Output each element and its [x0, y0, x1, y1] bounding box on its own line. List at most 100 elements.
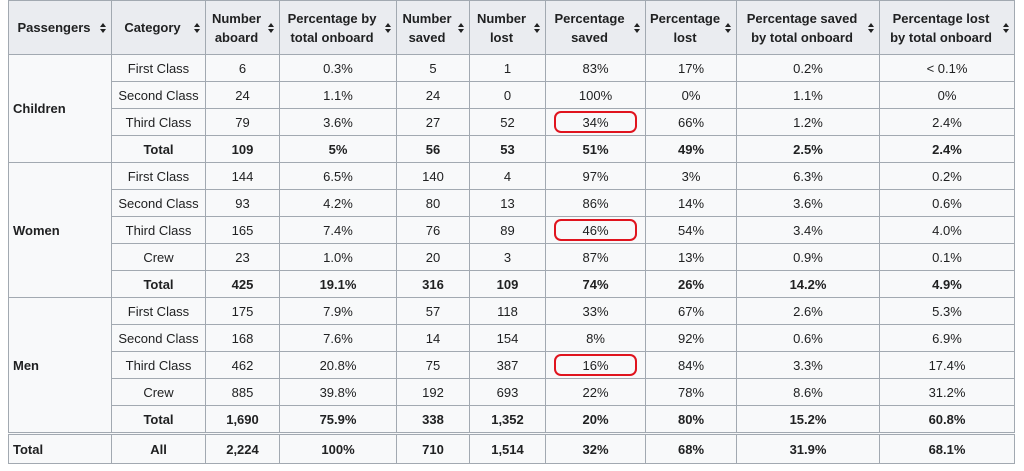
value-cell: 34%: [545, 108, 646, 136]
value-cell: 52: [469, 108, 546, 136]
value-cell: 6.3%: [736, 162, 880, 190]
value-cell: 2.4%: [879, 108, 1015, 136]
value-cell: 154: [469, 324, 546, 352]
table-row: Second Class 168 7.6% 14 154 8% 92% 0.6% 6.9%: [9, 324, 1015, 352]
value-cell: < 0.1%: [879, 54, 1015, 82]
header-row: Passengers Category Number aboard Percentag…: [8, 0, 1015, 55]
table-row: Total 1,690 75.9% 338 1,352 20% 80% 15.2% 60.8%: [9, 405, 1015, 434]
total-label: Total: [8, 432, 112, 464]
sortable-header[interactable]: Percentage saved by total onboard: [736, 0, 880, 55]
category-cell: Third Class: [111, 216, 206, 244]
value-cell: 0.1%: [879, 243, 1015, 271]
highlight-ring: [554, 354, 637, 376]
value-cell: 14.2%: [736, 270, 880, 298]
value-cell: 32%: [545, 432, 646, 464]
value-cell: 316: [396, 270, 470, 298]
category-cell: Third Class: [111, 108, 206, 136]
titanic-table: Passengers Category Number aboard Percentag…: [8, 0, 1015, 464]
category-cell: First Class: [111, 297, 206, 325]
value-cell: 140: [396, 162, 470, 190]
value-cell: 109: [469, 270, 546, 298]
value-cell: 2.5%: [736, 135, 880, 163]
value-cell: 86%: [545, 189, 646, 217]
category-cell: Third Class: [111, 351, 206, 379]
value-cell: 24: [205, 81, 280, 109]
value-cell: 0.6%: [879, 189, 1015, 217]
category-cell: Second Class: [111, 324, 206, 352]
value-cell: 168: [205, 324, 280, 352]
category-cell: Second Class: [111, 189, 206, 217]
value-cell: 49%: [645, 135, 737, 163]
value-cell: 80%: [645, 405, 737, 434]
value-cell: 78%: [645, 378, 737, 406]
value-cell: 6: [205, 54, 280, 82]
sortable-header[interactable]: Number aboard: [205, 0, 280, 55]
sortable-header[interactable]: Percentage lost by total onboard: [879, 0, 1015, 55]
value-cell: 53: [469, 135, 546, 163]
sortable-header[interactable]: Percentage lost: [645, 0, 737, 55]
category-cell: Crew: [111, 243, 206, 271]
table-row: Men First Class 175 7.9% 57 118 33% 67% 2.6% 5.3%: [8, 297, 1015, 434]
value-cell: 39.8%: [279, 378, 397, 406]
value-cell: 3.3%: [736, 351, 880, 379]
highlight-ring: [554, 219, 637, 241]
sortable-header[interactable]: Percentage saved: [545, 0, 646, 55]
value-cell: 60.8%: [879, 405, 1015, 434]
value-cell: 1.1%: [279, 81, 397, 109]
sortable-header[interactable]: Number saved: [396, 0, 470, 55]
value-cell: 710: [396, 432, 470, 464]
sortable-header[interactable]: Number lost: [469, 0, 546, 55]
value-cell: 4: [469, 162, 546, 190]
value-cell: 22%: [545, 378, 646, 406]
category-cell: Crew: [111, 378, 206, 406]
value-cell: 6.9%: [879, 324, 1015, 352]
group-label: Men: [8, 297, 112, 434]
table-body: Children First Class 6 0.3% 5 1 83% 17% 0.2% < 0.…: [8, 54, 1015, 464]
value-cell: 15.2%: [736, 405, 880, 434]
value-cell: 26%: [645, 270, 737, 298]
category-cell: Total: [111, 135, 206, 163]
sortable-header[interactable]: Percentage by total onboard: [279, 0, 397, 55]
value-cell: 87%: [545, 243, 646, 271]
value-cell: 7.9%: [279, 297, 397, 325]
value-cell: 5: [396, 54, 470, 82]
category-cell: First Class: [111, 162, 206, 190]
value-cell: 23: [205, 243, 280, 271]
sortable-header[interactable]: Category: [111, 0, 206, 55]
value-cell: 1,514: [469, 432, 546, 464]
value-cell: 68%: [645, 432, 737, 464]
value-cell: 46%: [545, 216, 646, 244]
value-cell: 1.1%: [736, 81, 880, 109]
value-cell: 93: [205, 189, 280, 217]
value-cell: 31.2%: [879, 378, 1015, 406]
value-cell: 56: [396, 135, 470, 163]
value-cell: 3%: [645, 162, 737, 190]
value-cell: 75: [396, 351, 470, 379]
value-cell: 8.6%: [736, 378, 880, 406]
value-cell: 100%: [545, 81, 646, 109]
value-cell: 75.9%: [279, 405, 397, 434]
value-cell: 20.8%: [279, 351, 397, 379]
value-cell: 0.2%: [736, 54, 880, 82]
table-row: Third Class 79 3.6% 27 52 34% 66% 1.2% 2.4%: [9, 108, 1015, 136]
grand-total-row: Total All 2,224 100% 710 1,514 32% 68% 31.9% 68.1…: [8, 432, 1015, 464]
value-cell: 33%: [545, 297, 646, 325]
category-cell: First Class: [111, 54, 206, 82]
value-cell: 20%: [545, 405, 646, 434]
sortable-header[interactable]: Passengers: [8, 0, 112, 55]
table-row: Third Class 462 20.8% 75 387 16% 84% 3.3% 17.4%: [9, 351, 1015, 379]
value-cell: 7.4%: [279, 216, 397, 244]
value-cell: 109: [205, 135, 280, 163]
value-cell: 3.6%: [736, 189, 880, 217]
value-cell: 76: [396, 216, 470, 244]
value-cell: 13%: [645, 243, 737, 271]
value-cell: 1.2%: [736, 108, 880, 136]
highlight-ring: [554, 111, 637, 133]
group-label: Children: [8, 54, 112, 163]
category-cell: Total: [111, 405, 206, 434]
value-cell: 14: [396, 324, 470, 352]
table-row: Total 109 5% 56 53 51% 49% 2.5% 2.4%: [9, 135, 1015, 163]
value-cell: 338: [396, 405, 470, 434]
value-cell: 5%: [279, 135, 397, 163]
